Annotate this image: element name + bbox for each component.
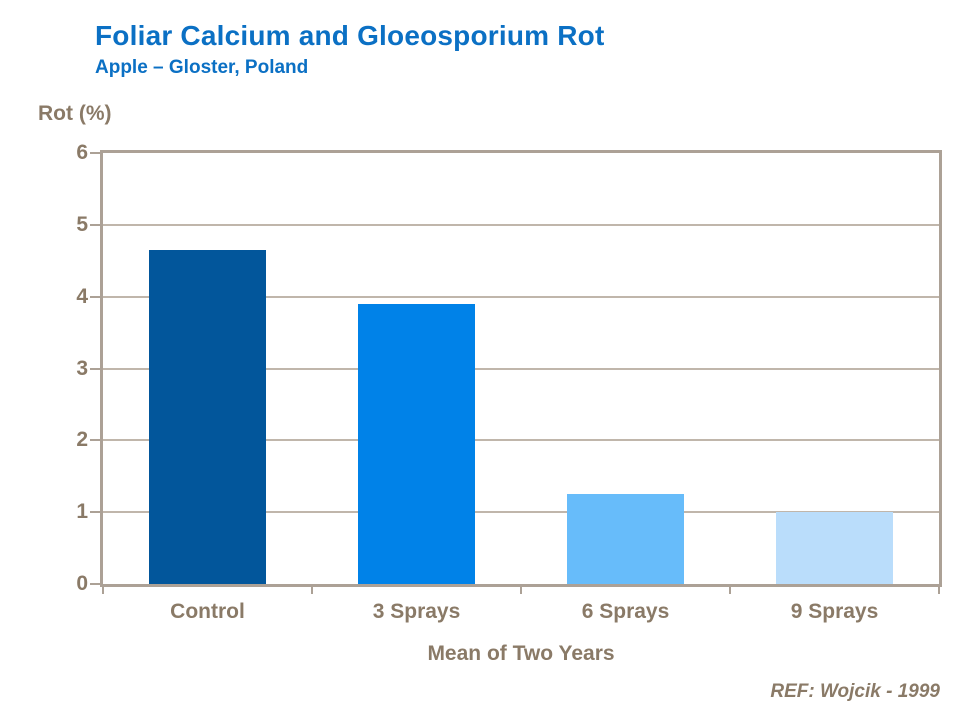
x-category-label: 9 Sprays [790,600,879,623]
bar-3-sprays [358,303,475,584]
y-tick-mark [90,583,100,585]
bar-6-sprays [567,494,684,584]
x-tick-mark [311,587,313,594]
gridline [103,367,939,370]
x-category-label: 3 Sprays [372,600,461,623]
chart-title: Foliar Calcium and Gloeosporium Rot [95,20,605,51]
y-tick-label: 6 [76,141,88,164]
y-tick-label: 3 [76,356,88,380]
reference-note: REF: Wojcik - 1999 [770,681,940,702]
y-tick-label: 4 [76,284,88,308]
y-tick-label: 1 [76,500,88,524]
x-tick-mark [520,587,522,594]
y-tick-label: 5 [76,212,88,236]
bar-control [149,249,266,584]
gridline [103,223,939,226]
bar-9-sprays [776,512,893,584]
x-category-label: Control [170,600,245,623]
x-tick-mark [729,587,731,594]
chart-subtitle: Apple – Gloster, Poland [95,57,309,78]
gridline [103,511,939,514]
gridline [103,295,939,298]
y-tick-label: 0 [76,572,88,595]
x-tick-mark [102,587,104,594]
gridline [103,439,939,442]
x-tick-mark [938,587,940,594]
x-axis-label: Mean of Two Years [427,642,615,665]
y-tick-mark [90,295,100,298]
y-axis-label: Rot (%) [38,102,112,125]
y-tick-mark [90,367,100,370]
plot-area [100,150,942,587]
y-tick-mark [90,223,100,226]
y-tick-mark [90,439,100,442]
x-category-label: 6 Sprays [581,600,670,623]
y-tick-mark [90,152,100,154]
y-tick-label: 2 [76,428,88,452]
y-tick-mark [90,511,100,514]
